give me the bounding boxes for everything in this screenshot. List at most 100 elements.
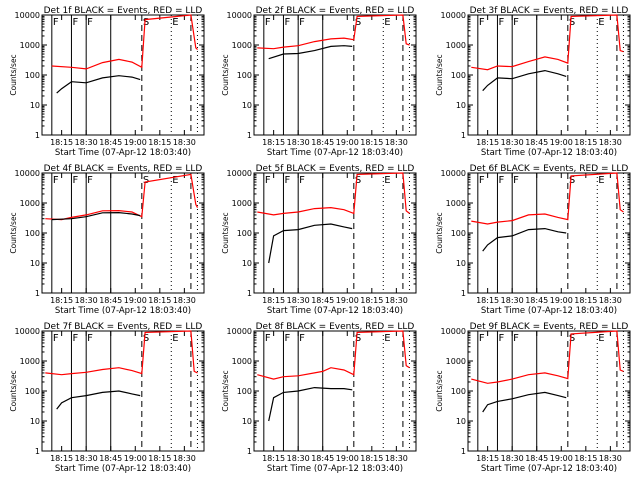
x-tick-label: 18:30: [385, 454, 408, 463]
y-tick-label: 1000: [20, 199, 40, 208]
x-tick-label: 18:15: [574, 296, 597, 305]
x-tick-label: 18:15: [50, 454, 73, 463]
x-tick-label: 18:45: [311, 138, 334, 147]
marker-letter: F: [72, 333, 78, 344]
y-tick-label: 10: [30, 101, 40, 110]
y-tick-label: 10000: [441, 11, 466, 20]
panel-title: Det 6f BLACK = Events, RED = LLD: [470, 164, 629, 174]
y-tick-label: 100: [237, 229, 252, 238]
series-events-line: [56, 75, 141, 94]
panel-det-3f: Det 3f BLACK = Events, RED = LLD 1 10 100 10…: [435, 6, 631, 158]
x-tick-label: 18:30: [599, 296, 622, 305]
y-axis-label: Counts/sec: [9, 370, 18, 411]
x-tick-label: 18:15: [476, 454, 499, 463]
marker-letter: F: [53, 175, 59, 186]
marker-letter: S: [569, 17, 575, 28]
marker-letter: S: [355, 17, 361, 28]
y-tick-label: 10: [242, 101, 252, 110]
y-tick-label: 1000: [20, 41, 40, 50]
y-tick-label: 1000: [232, 357, 252, 366]
panel-det-5f: Det 5f BLACK = Events, RED = LLD 1 10 100 10…: [221, 164, 417, 316]
x-tick-label: 18:30: [599, 454, 622, 463]
plot-frame: [41, 14, 205, 136]
series-events-line: [482, 69, 567, 92]
marker-letter: S: [355, 333, 361, 344]
y-tick-label: 1: [461, 289, 466, 298]
x-tick-label: 18:15: [262, 138, 285, 147]
panel-det-1f: Det 1f BLACK = Events, RED = LLD 1 10 100 10…: [9, 6, 205, 158]
y-tick-label: 10: [456, 259, 466, 268]
marker-letter: F: [265, 175, 271, 186]
x-tick-label: 18:15: [476, 296, 499, 305]
x-axis-label: Start Time (07-Apr-12 18:03:40): [55, 464, 191, 474]
panel-title: Det 1f BLACK = Events, RED = LLD: [44, 6, 203, 16]
y-tick-label: 10000: [227, 169, 252, 178]
marker-letter: E: [172, 175, 178, 186]
x-axis-label: Start Time (07-Apr-12 18:03:40): [481, 464, 617, 474]
series-events-line: [268, 386, 353, 422]
x-tick-label: 18:45: [99, 454, 122, 463]
y-tick-label: 1000: [446, 41, 466, 50]
y-tick-label: 10000: [441, 169, 466, 178]
y-axis-label: Counts/sec: [221, 370, 230, 411]
y-tick-label: 10: [456, 101, 466, 110]
marker-letter: F: [299, 333, 305, 344]
x-tick-label: 18:45: [525, 454, 548, 463]
x-tick-label: 18:15: [50, 296, 73, 305]
x-tick-label: 18:30: [287, 454, 310, 463]
series-lld-line: [257, 14, 410, 50]
y-axis-label: Counts/sec: [9, 212, 18, 253]
x-tick-label: 18:15: [148, 454, 171, 463]
x-tick-label: 18:45: [311, 454, 334, 463]
series-events-line: [56, 390, 141, 410]
x-tick-label: 18:45: [99, 138, 122, 147]
x-tick-label: 18:15: [360, 296, 383, 305]
y-tick-label: 1: [461, 447, 466, 456]
y-tick-label: 100: [451, 387, 466, 396]
marker-letter: F: [53, 17, 59, 28]
y-tick-label: 1: [35, 447, 40, 456]
plot-frame: [41, 172, 205, 294]
series-events-line: [268, 223, 353, 264]
y-axis-label: Counts/sec: [435, 370, 444, 411]
y-tick-label: 1000: [20, 357, 40, 366]
y-tick-label: 10: [456, 417, 466, 426]
x-tick-label: 19:00: [124, 138, 147, 147]
y-tick-label: 100: [451, 229, 466, 238]
y-tick-label: 1: [247, 131, 252, 140]
marker-letter: F: [265, 17, 271, 28]
series-lld-line: [257, 330, 410, 380]
x-tick-label: 18:15: [574, 454, 597, 463]
y-tick-label: 10000: [15, 11, 40, 20]
plot-frame: [467, 172, 631, 294]
series-lld-line: [51, 14, 198, 70]
y-tick-label: 1000: [232, 41, 252, 50]
x-tick-label: 18:30: [501, 138, 524, 147]
series-events-line: [482, 391, 567, 413]
x-tick-label: 18:45: [525, 138, 548, 147]
marker-letter: F: [498, 17, 504, 28]
x-tick-label: 18:15: [148, 296, 171, 305]
series-lld-line: [45, 173, 199, 221]
marker-letter: F: [498, 333, 504, 344]
x-tick-label: 18:30: [173, 296, 196, 305]
marker-letter: E: [598, 333, 604, 344]
marker-letter: F: [498, 175, 504, 186]
marker-letter: F: [299, 17, 305, 28]
x-tick-label: 18:30: [385, 138, 408, 147]
x-tick-label: 18:30: [173, 138, 196, 147]
x-tick-label: 18:30: [173, 454, 196, 463]
marker-letter: F: [72, 175, 78, 186]
x-tick-label: 18:30: [75, 454, 98, 463]
marker-letter: S: [569, 333, 575, 344]
plot-frame: [253, 330, 417, 452]
marker-letter: F: [513, 175, 519, 186]
marker-letter: E: [384, 17, 390, 28]
series-lld-line: [471, 172, 624, 225]
panel-title: Det 7f BLACK = Events, RED = LLD: [44, 322, 203, 332]
x-tick-label: 18:30: [385, 296, 408, 305]
marker-letter: E: [172, 17, 178, 28]
marker-letter: S: [143, 17, 149, 28]
x-tick-label: 19:00: [336, 454, 359, 463]
y-tick-label: 10: [30, 417, 40, 426]
